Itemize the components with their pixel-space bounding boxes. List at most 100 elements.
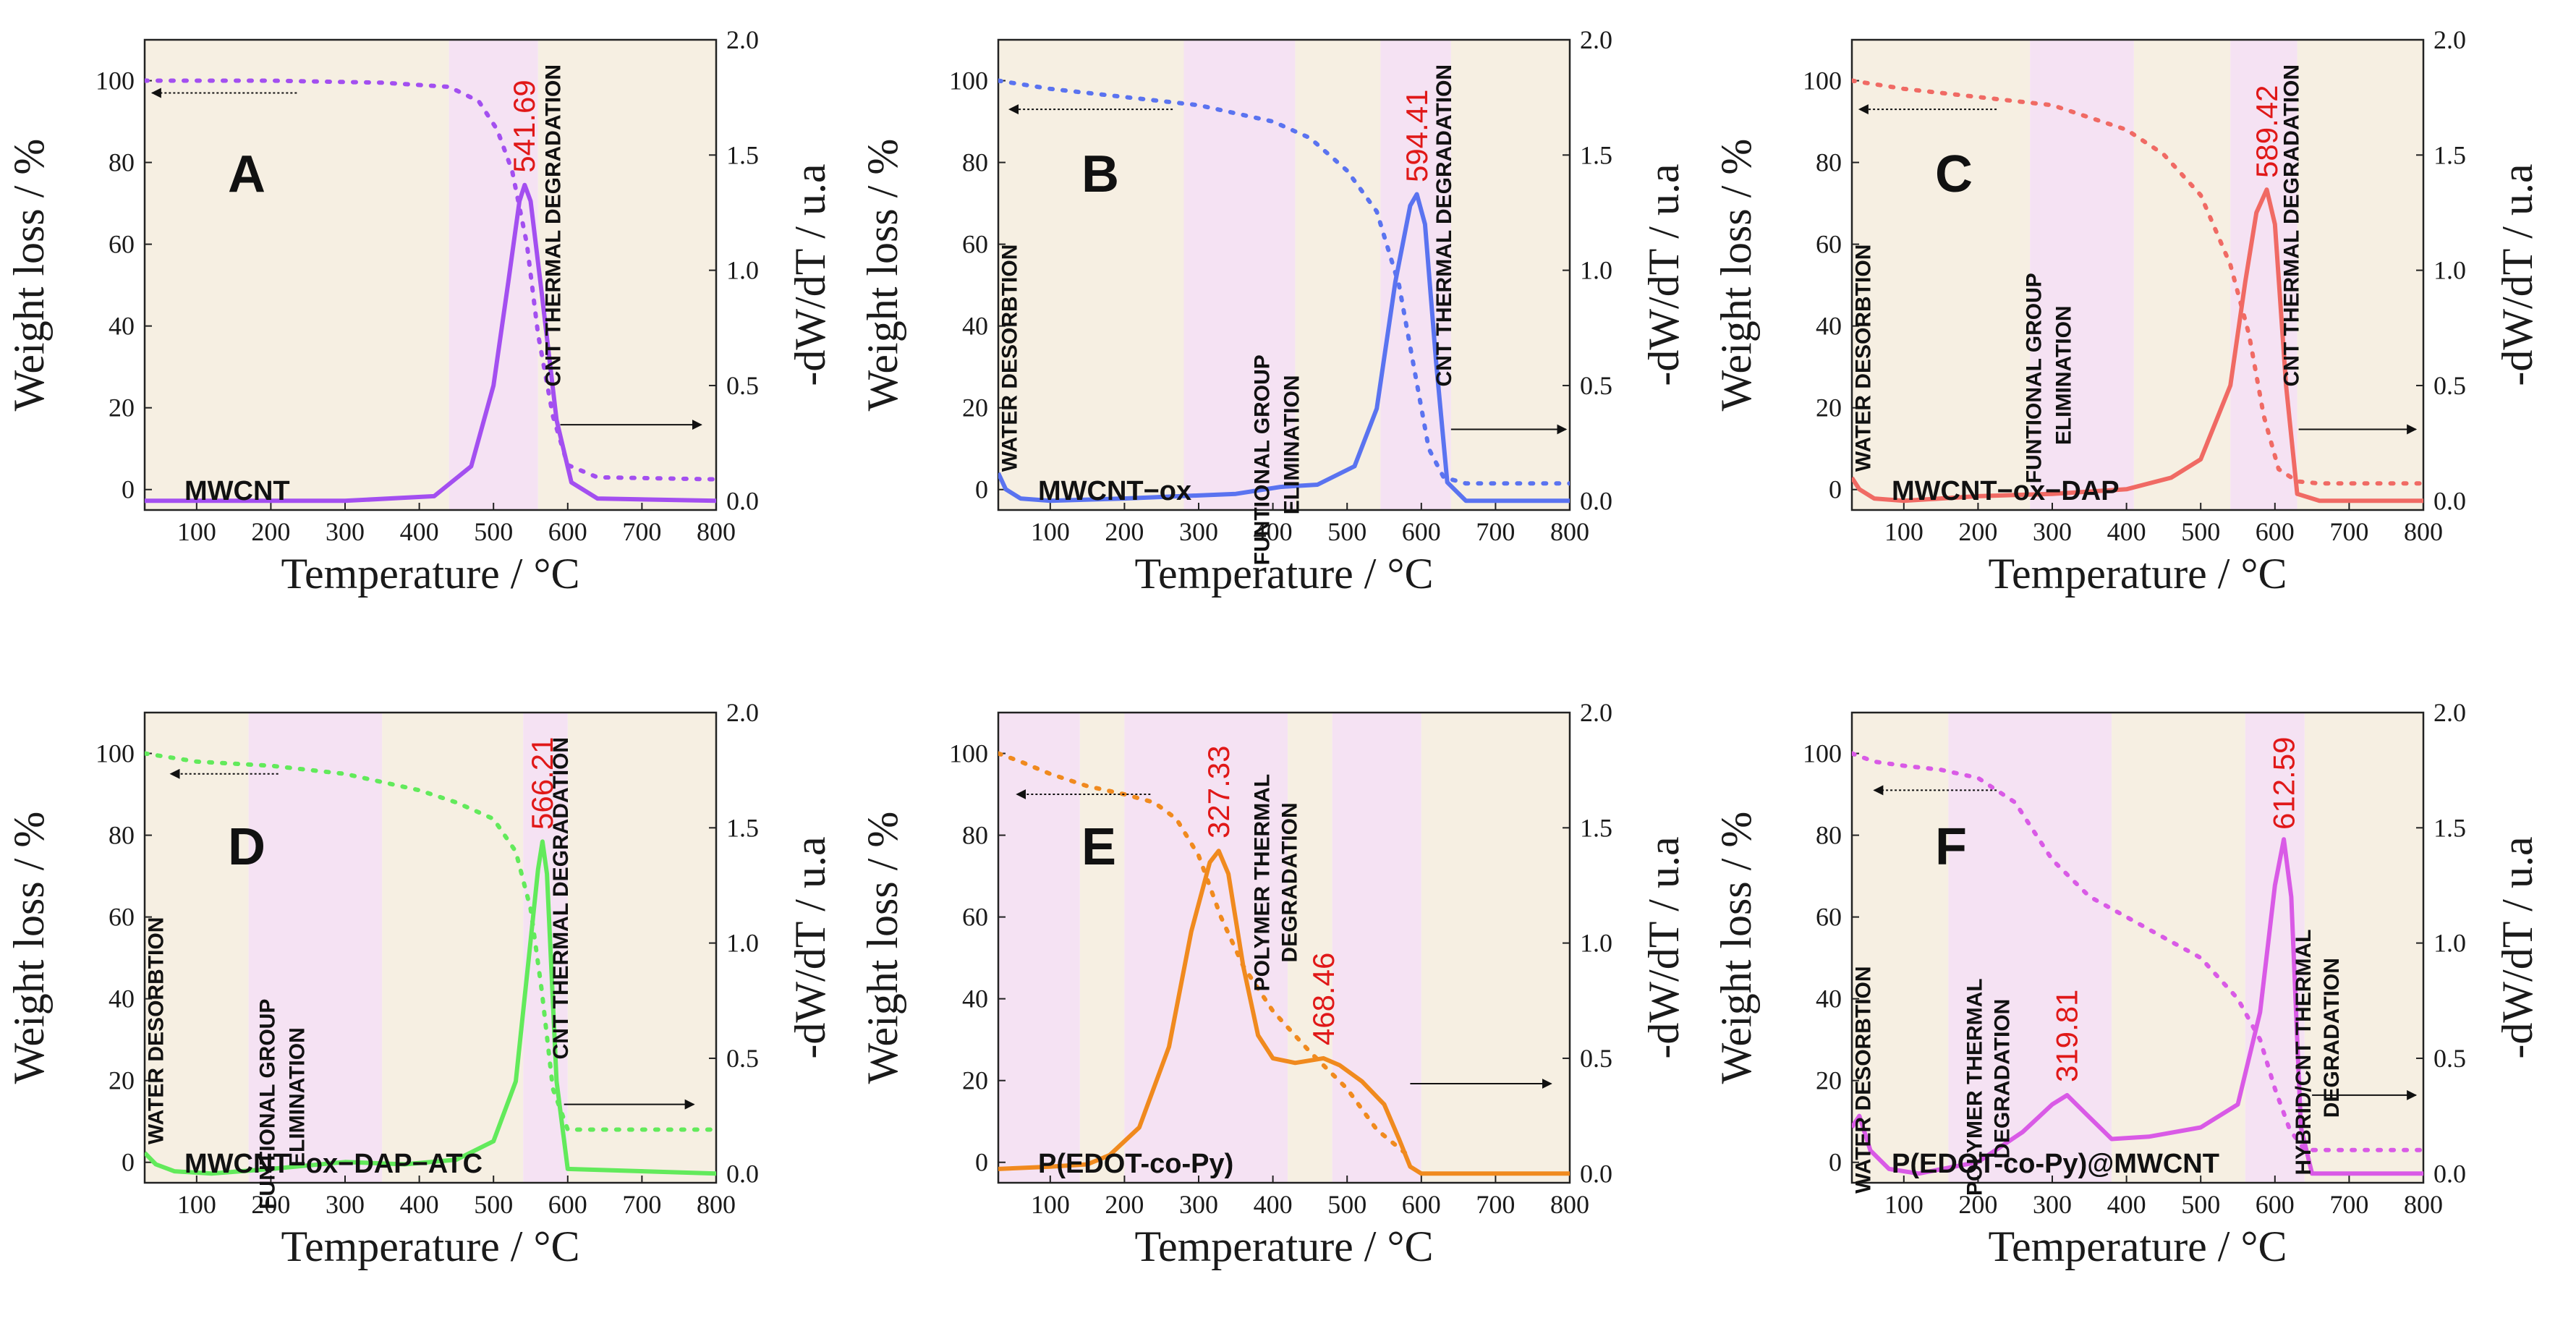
panel-letter: D bbox=[228, 818, 265, 876]
y-tick-label: 80 bbox=[109, 148, 135, 177]
dtg-series bbox=[998, 192, 1570, 503]
y-tick-label: 0 bbox=[122, 1148, 135, 1177]
y-tick-label: 0 bbox=[975, 1148, 988, 1177]
panel-letter: E bbox=[1081, 818, 1116, 876]
y2-tick-label: 2.0 bbox=[1580, 698, 1612, 727]
background-band bbox=[1852, 40, 2031, 510]
background-band bbox=[2304, 713, 2423, 1183]
y2-tick-label: 2.0 bbox=[2433, 25, 2466, 54]
y-tick-label: 40 bbox=[962, 985, 988, 1013]
y2-tick-label: 2.0 bbox=[2433, 698, 2466, 727]
x-tick-label: 700 bbox=[1476, 1190, 1515, 1219]
region-annotation: DEGRADATION bbox=[2320, 958, 2344, 1118]
background-band bbox=[2230, 40, 2297, 510]
region-annotation: WATER DESORBTION bbox=[145, 917, 169, 1144]
y-tick-label: 100 bbox=[949, 739, 988, 768]
weight-loss-series bbox=[998, 78, 1570, 486]
y2-tick-label: 2.0 bbox=[726, 698, 759, 727]
x-tick-label: 700 bbox=[2329, 517, 2368, 546]
x-axis-title: Temperature / °C bbox=[281, 550, 580, 598]
sample-label: MWCNT−ox bbox=[1038, 476, 1191, 506]
plot-area bbox=[145, 751, 716, 1176]
peak-temperature-label: 319.81 bbox=[2049, 990, 2083, 1082]
y2-axis-title: -dW/dT / u.a bbox=[786, 836, 834, 1058]
x-tick-label: 100 bbox=[177, 517, 216, 546]
y2-tick-label: 0.5 bbox=[2433, 1044, 2466, 1073]
x-tick-label: 100 bbox=[1031, 1190, 1070, 1219]
y2-tick-label: 1.5 bbox=[2433, 140, 2466, 169]
background-band bbox=[1295, 40, 1381, 510]
x-tick-label: 700 bbox=[622, 1190, 661, 1219]
region-annotation: WATER DESORBTION bbox=[998, 245, 1022, 472]
dtg-series bbox=[998, 849, 1570, 1176]
background-band bbox=[998, 713, 1080, 1183]
y2-tick-label: 1.5 bbox=[726, 813, 759, 842]
background-band bbox=[1421, 713, 1570, 1183]
background-band bbox=[1124, 713, 1288, 1183]
x-tick-label: 200 bbox=[1958, 1190, 1997, 1219]
background-band bbox=[2133, 40, 2231, 510]
x-tick-label: 800 bbox=[2404, 517, 2443, 546]
x-tick-label: 200 bbox=[1105, 517, 1144, 546]
x-tick-label: 100 bbox=[1884, 517, 1924, 546]
x-tick-label: 800 bbox=[697, 517, 736, 546]
region-annotation: ELIMINATION bbox=[286, 1027, 310, 1167]
y2-tick-label: 1.0 bbox=[726, 929, 759, 958]
panel-letter: A bbox=[228, 145, 265, 203]
y2-axis-title: -dW/dT / u.a bbox=[786, 163, 834, 386]
peak-temperature-label: 541.69 bbox=[507, 80, 541, 172]
y-tick-label: 60 bbox=[1816, 230, 1842, 259]
panel-f: 100 200 300 400 500 600 700 800 0 20 40 60 80 100 0.0 0… bbox=[1712, 698, 2541, 1270]
x-tick-label: 200 bbox=[251, 517, 290, 546]
x-tick-label: 400 bbox=[400, 1190, 439, 1219]
y-tick-label: 60 bbox=[1816, 903, 1842, 932]
region-annotation: CNT THERMAL DEGRADATION bbox=[1432, 64, 1456, 387]
y-tick-label: 40 bbox=[962, 312, 988, 341]
y2-tick-label: 0.0 bbox=[726, 486, 759, 515]
region-annotation: WATER DESORBTION bbox=[1852, 245, 1876, 472]
y2-tick-label: 1.5 bbox=[1580, 140, 1612, 169]
peak-temperature-label: 594.41 bbox=[1400, 90, 1434, 182]
x-tick-label: 500 bbox=[2181, 1190, 2220, 1219]
x-tick-label: 500 bbox=[474, 517, 513, 546]
x-tick-label: 600 bbox=[548, 517, 587, 546]
y2-tick-label: 2.0 bbox=[726, 25, 759, 54]
background-band bbox=[145, 713, 249, 1183]
panel-c: 100 200 300 400 500 600 700 800 0 20 40 60 80 100 0.0 0… bbox=[1712, 25, 2541, 598]
x-tick-label: 400 bbox=[400, 517, 439, 546]
y-tick-label: 80 bbox=[962, 821, 988, 850]
panel-letter: F bbox=[1935, 818, 1967, 876]
x-tick-label: 500 bbox=[1327, 1190, 1366, 1219]
weight-loss-series bbox=[1852, 78, 2423, 486]
region-annotation: POLYMER THERMAL bbox=[1250, 774, 1274, 992]
x-tick-label: 400 bbox=[1254, 517, 1293, 546]
background-band bbox=[382, 713, 524, 1183]
region-annotation: ELIMINATION bbox=[2052, 305, 2076, 445]
background-band bbox=[1288, 713, 1332, 1183]
plot-frame bbox=[143, 38, 718, 511]
peak-temperature-label: 566.21 bbox=[525, 737, 559, 830]
y-tick-label: 20 bbox=[962, 1066, 988, 1095]
y-tick-label: 60 bbox=[962, 903, 988, 932]
region-annotation: ELIMINATION bbox=[1280, 375, 1304, 514]
y2-tick-label: 1.0 bbox=[726, 256, 759, 285]
dtg-series bbox=[1852, 837, 2423, 1176]
y-tick-label: 0 bbox=[1829, 1148, 1842, 1177]
y-tick-label: 100 bbox=[1803, 739, 1842, 768]
sample-label: MWCNT bbox=[184, 476, 290, 506]
y-tick-label: 100 bbox=[949, 67, 988, 95]
y-tick-label: 40 bbox=[1816, 312, 1842, 341]
y2-axis-title: -dW/dT / u.a bbox=[2494, 836, 2541, 1058]
background-band bbox=[1332, 713, 1421, 1183]
plot-frame bbox=[997, 38, 1571, 511]
plot-area bbox=[145, 78, 716, 503]
y-tick-label: 80 bbox=[109, 821, 135, 850]
weight-loss-series bbox=[145, 751, 716, 1132]
y-tick-label: 80 bbox=[962, 148, 988, 177]
y-tick-label: 0 bbox=[122, 475, 135, 504]
dtg-series bbox=[145, 839, 716, 1176]
region-annotation: CNT THERMAL DEGRADATION bbox=[2280, 64, 2304, 387]
peak-temperature-label: 327.33 bbox=[1202, 746, 1236, 838]
region-annotation: CNT THERMAL DEGRADATION bbox=[549, 737, 573, 1060]
y2-tick-label: 1.0 bbox=[1580, 256, 1612, 285]
